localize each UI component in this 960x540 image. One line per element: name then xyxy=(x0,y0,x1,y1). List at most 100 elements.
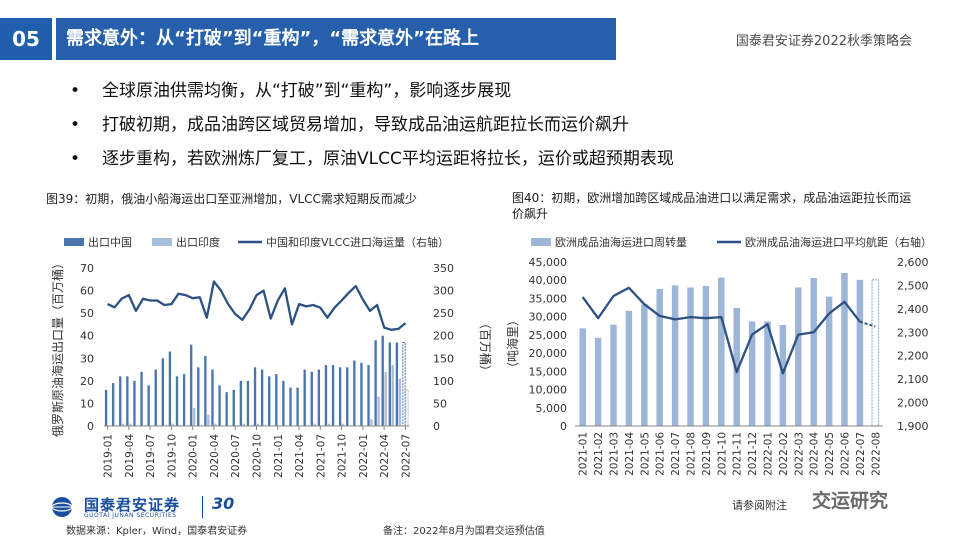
disclaimer: 请参阅附注 xyxy=(732,499,787,512)
bar-india xyxy=(313,423,316,426)
y2-tick-label: 2,000 xyxy=(897,397,929,410)
x-tick-label: 2021-09 xyxy=(701,432,713,476)
y-tick-label: 40,000 xyxy=(529,274,568,287)
legend-swatch-china xyxy=(64,238,84,246)
y-tick-label: 0 xyxy=(560,420,567,433)
x-tick-label: 2021-03 xyxy=(609,432,621,476)
bar-india xyxy=(207,414,210,426)
x-tick-label: 2022-02 xyxy=(778,432,790,476)
y-axis-label: 俄罗斯原油海运出口量（百万桶） xyxy=(50,257,65,437)
bar-india xyxy=(214,423,217,426)
x-tick-label: 2020-10 xyxy=(252,434,264,478)
bar-china xyxy=(225,392,228,426)
bar-india xyxy=(129,423,132,426)
bullet-item: 打破初期，成品油跨区域贸易增加，导致成品油运航距拉长而运价飙升 xyxy=(70,108,674,142)
y-tick-label: 15,000 xyxy=(529,365,568,378)
y2-tick-label: 50 xyxy=(433,397,447,410)
bar-volume xyxy=(594,337,602,426)
bar-china xyxy=(133,380,136,426)
y-tick-label: 35,000 xyxy=(529,292,568,305)
bar-volume xyxy=(656,288,663,426)
x-tick-label: 2022-01 xyxy=(763,432,775,476)
bar-india xyxy=(370,419,373,426)
bar-china xyxy=(161,358,164,426)
x-tick-label: 2019-01 xyxy=(103,434,115,478)
y2-tick-label: 150 xyxy=(433,352,454,365)
y-axis-label: （吨海里） xyxy=(505,314,520,374)
y2-axis-label: （百万桶） xyxy=(478,317,493,377)
y-tick-label: 10,000 xyxy=(529,384,568,397)
x-tick-label: 2019-07 xyxy=(145,434,157,478)
bar-volume xyxy=(856,279,864,426)
bar-china xyxy=(289,387,292,426)
bar-china xyxy=(395,342,399,426)
x-tick-label: 2020-04 xyxy=(209,434,221,478)
footnote: 备注：2022年8月为国君交运预估值 xyxy=(383,526,545,537)
bar-india xyxy=(341,423,345,426)
bar-china xyxy=(260,369,264,426)
bar-china xyxy=(374,340,377,426)
bar-china xyxy=(253,367,257,426)
y-tick-label: 10 xyxy=(80,397,94,410)
legend-swatch-volume xyxy=(531,238,551,246)
y2-tick-label: 0 xyxy=(433,420,440,433)
x-tick-label: 2022-01 xyxy=(358,434,370,478)
y2-tick-label: 2,100 xyxy=(897,373,929,386)
x-tick-label: 2021-06 xyxy=(655,432,667,476)
x-tick-label: 2021-11 xyxy=(732,432,744,476)
figure40-caption: 图40：初期，欧洲增加跨区域成品油进口以满足需求，成品油运距拉长而运价飙升 xyxy=(512,191,912,221)
bar-volume xyxy=(718,277,725,426)
bar-india xyxy=(192,407,196,426)
logo-text-cn: 国泰君安证券 xyxy=(84,496,181,514)
bullet-list: 全球原油供需均衡，从“打破”到“重构”，影响逐步展现 打破初期，成品油跨区域贸易… xyxy=(70,74,674,176)
bar-china xyxy=(246,380,250,426)
bar-china xyxy=(275,374,278,426)
bar-china xyxy=(175,376,179,426)
y2-tick-label: 2,300 xyxy=(897,326,929,339)
bar-china xyxy=(232,389,235,426)
figure39-caption: 图39：初期，俄油小船海运出口至亚洲增加，VLCC需求短期反而减少 xyxy=(46,192,417,206)
bar-volume xyxy=(579,328,586,426)
legend-label-distance: 欧洲成品油海运进口平均航距（右轴） xyxy=(745,235,932,249)
bar-china xyxy=(119,376,122,426)
slide-header: 05 需求意外：从“打破”到“重构”，“需求意外”在路上 国泰君安证券2022秋… xyxy=(0,18,960,60)
bar-india xyxy=(242,423,245,426)
legend-label-china: 出口中国 xyxy=(88,235,132,249)
line-distance xyxy=(581,286,861,375)
company-logo: 国泰君安证券 GUOTAI JUNAN SECURITIES 30 xyxy=(50,494,280,520)
bar-china xyxy=(268,376,271,426)
y2-tick-label: 350 xyxy=(433,262,454,275)
y-tick-label: 30,000 xyxy=(529,311,568,324)
bar-china xyxy=(353,360,356,426)
x-tick-label: 2022-07 xyxy=(855,432,867,476)
y2-tick-label: 2,500 xyxy=(897,279,929,292)
bar-china xyxy=(147,385,150,426)
bar-china xyxy=(402,341,406,427)
x-tick-label: 2022-05 xyxy=(824,432,836,476)
bar-china xyxy=(346,367,349,426)
y2-tick-label: 1,900 xyxy=(897,420,929,433)
bar-india xyxy=(256,423,260,426)
y2-tick-label: 300 xyxy=(433,285,454,298)
bar-volume xyxy=(779,325,787,426)
bar-volume xyxy=(610,324,617,426)
y2-tick-label: 2,200 xyxy=(897,350,929,363)
bar-volume xyxy=(748,321,756,426)
bar-china xyxy=(239,380,243,426)
x-tick-label: 2021-10 xyxy=(337,434,349,478)
x-tick-label: 2021-04 xyxy=(294,434,306,478)
wechat-watermark: 交运研究 xyxy=(812,490,889,512)
bar-china xyxy=(211,369,214,426)
y-tick-label: 5,000 xyxy=(536,402,568,415)
x-tick-label: 2022-08 xyxy=(870,432,882,476)
bar-china xyxy=(182,374,186,426)
logo-text-en: GUOTAI JUNAN SECURITIES xyxy=(84,512,177,519)
bar-china xyxy=(154,369,157,426)
x-tick-label: 2019-04 xyxy=(124,434,136,478)
legend-swatch-india xyxy=(152,238,172,246)
legend-label-volume: 欧洲成品油海运进口周转量 xyxy=(555,235,687,249)
y-tick-label: 70 xyxy=(80,262,94,275)
legend-label-india: 出口印度 xyxy=(176,235,220,249)
bar-china xyxy=(367,365,370,426)
bar-volume xyxy=(825,296,833,426)
